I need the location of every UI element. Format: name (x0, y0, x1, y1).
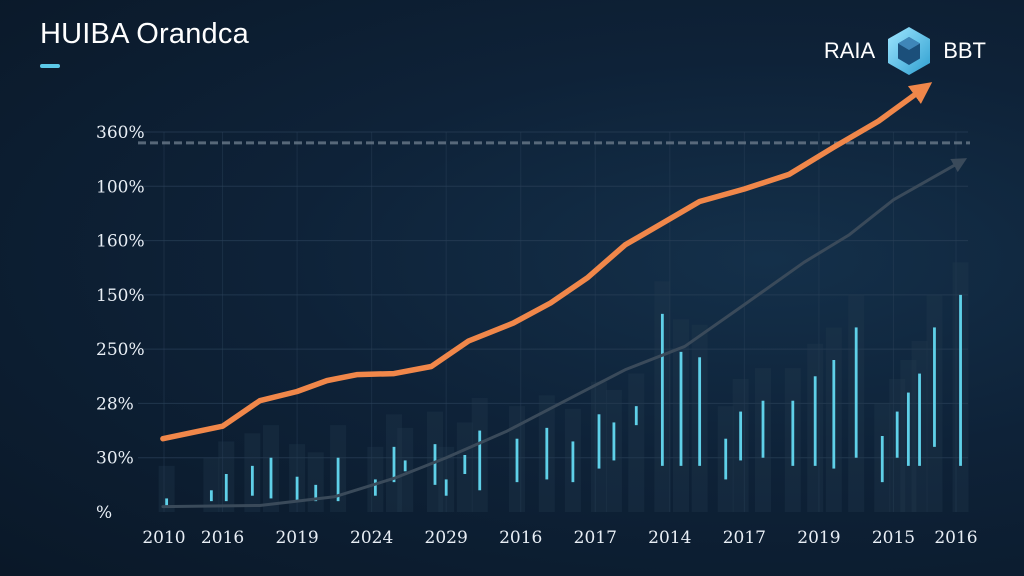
range-bar (545, 427, 549, 480)
background-bars-layer (158, 262, 969, 512)
range-bar (295, 476, 299, 502)
y-tick-label: 360% (96, 123, 145, 143)
brand-left-text: RAIA (823, 38, 876, 63)
range-bar (739, 411, 743, 461)
range-bar (314, 484, 318, 502)
range-bar (660, 313, 664, 466)
x-tick-label: 2015 (872, 528, 915, 548)
range-bar (433, 444, 437, 485)
range-bar (269, 457, 273, 499)
y-tick-label: 100% (96, 177, 145, 197)
range-bar (698, 357, 702, 466)
range-bars-layer (165, 294, 962, 507)
x-tick-label: 2019 (275, 528, 318, 548)
range-bar (444, 479, 448, 496)
range-bar (209, 490, 213, 502)
gray-trend-line (161, 158, 968, 509)
x-tick-label: 2017 (574, 528, 617, 548)
background-bar (628, 373, 645, 512)
y-tick-label: 150% (96, 286, 145, 306)
range-bar (392, 446, 396, 483)
range-bar (791, 400, 795, 466)
range-bar (403, 460, 407, 472)
range-bar (895, 411, 899, 458)
hexagon-logo-icon (888, 27, 931, 75)
range-bar (597, 414, 601, 469)
range-bar (336, 457, 340, 502)
range-bar (761, 400, 765, 458)
range-bar (634, 406, 638, 426)
y-axis-ticks: 360% 100% 160% 150% 250% 28% 30%% (96, 123, 145, 523)
chart-title: HUIBA Orandca (40, 18, 249, 50)
y-tick-label: 160% (96, 232, 145, 252)
x-tick-label: 2014 (648, 528, 691, 548)
x-tick-label: 2010 (142, 528, 185, 548)
x-tick-label: 2019 (797, 528, 840, 548)
background-bar (158, 465, 175, 512)
x-tick-label: 2016 (934, 528, 977, 548)
y-tick-label: 30% (96, 449, 134, 469)
range-bar (515, 438, 519, 483)
x-tick-label: 2016 (499, 528, 542, 548)
range-bar (224, 474, 228, 502)
x-axis-ticks: 2010 2016 2019 2024 2029 2016 2017 2014 2017 2019… (142, 528, 977, 548)
x-tick-label: 2016 (201, 528, 244, 548)
range-bar (612, 422, 616, 461)
range-bar (933, 327, 936, 447)
range-bar (918, 373, 921, 466)
brand-right-text: BBT (943, 38, 986, 63)
x-tick-label: 2017 (723, 528, 766, 548)
range-bar (165, 498, 169, 507)
range-bar (832, 360, 836, 469)
grid-layer (138, 131, 968, 512)
x-tick-label: 2024 (350, 528, 393, 548)
range-bar (854, 327, 858, 458)
y-tick-label: 250% (96, 340, 145, 360)
brand-logo: RAIA BBT (824, 24, 986, 78)
y-tick-label: 28% (96, 394, 134, 414)
range-bar (250, 465, 254, 496)
series-lines-layer (160, 82, 968, 509)
range-bar (813, 376, 817, 466)
range-bar (373, 479, 377, 496)
range-bar (880, 436, 884, 483)
background-bar (203, 457, 220, 512)
range-bar (478, 430, 482, 491)
background-bar (307, 452, 324, 512)
orange-trend-line (160, 82, 933, 442)
range-bar (724, 438, 728, 480)
range-bar (906, 392, 910, 466)
range-bar (679, 351, 683, 466)
range-bar (463, 455, 467, 474)
y-tick-label: % (96, 503, 112, 523)
title-underline-accent (40, 64, 60, 68)
range-bar (959, 294, 962, 466)
range-bar (571, 441, 575, 483)
x-tick-label: 2029 (425, 528, 468, 548)
